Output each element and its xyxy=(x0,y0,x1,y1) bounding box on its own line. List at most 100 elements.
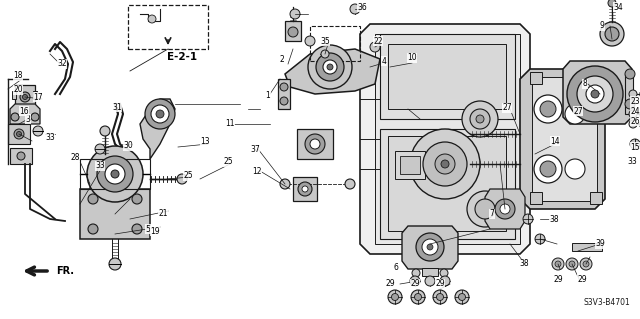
Text: 2: 2 xyxy=(280,55,284,63)
Text: 31: 31 xyxy=(112,102,122,112)
Text: 8: 8 xyxy=(582,79,588,88)
Circle shape xyxy=(577,76,613,112)
Text: FR.: FR. xyxy=(56,266,74,276)
FancyBboxPatch shape xyxy=(128,5,208,49)
Bar xyxy=(375,34,520,244)
Circle shape xyxy=(17,152,25,160)
Circle shape xyxy=(600,22,624,46)
Bar xyxy=(80,159,150,189)
Bar xyxy=(80,189,150,239)
Text: 12: 12 xyxy=(252,167,262,175)
Circle shape xyxy=(100,126,110,136)
Circle shape xyxy=(323,60,337,74)
Circle shape xyxy=(388,290,402,304)
Circle shape xyxy=(436,293,444,300)
Text: 1: 1 xyxy=(266,92,270,100)
Circle shape xyxy=(534,155,562,183)
Circle shape xyxy=(423,142,467,186)
Circle shape xyxy=(97,156,133,192)
Circle shape xyxy=(132,194,142,204)
Text: 27: 27 xyxy=(573,107,583,115)
Circle shape xyxy=(470,109,490,129)
Polygon shape xyxy=(8,124,30,144)
Text: 7: 7 xyxy=(490,210,495,219)
Circle shape xyxy=(31,113,39,121)
Circle shape xyxy=(392,293,399,300)
Circle shape xyxy=(416,233,444,261)
Text: 10: 10 xyxy=(407,54,417,63)
Circle shape xyxy=(88,224,98,234)
Text: 35: 35 xyxy=(320,36,330,46)
Circle shape xyxy=(422,239,438,255)
Circle shape xyxy=(580,258,592,270)
Circle shape xyxy=(467,191,503,227)
Bar xyxy=(380,34,515,119)
Circle shape xyxy=(566,258,578,270)
Circle shape xyxy=(308,45,352,89)
Bar xyxy=(532,77,597,201)
Bar xyxy=(380,129,515,239)
Text: 9: 9 xyxy=(600,21,604,31)
Circle shape xyxy=(109,258,121,270)
Text: 27: 27 xyxy=(502,103,512,113)
Circle shape xyxy=(425,276,435,286)
Bar xyxy=(530,72,542,84)
Polygon shape xyxy=(563,61,632,124)
Circle shape xyxy=(345,179,355,189)
Text: 29: 29 xyxy=(553,275,563,284)
Circle shape xyxy=(455,290,469,304)
Circle shape xyxy=(586,85,604,103)
Bar xyxy=(572,243,602,251)
Circle shape xyxy=(305,134,325,154)
Text: 5: 5 xyxy=(145,225,150,234)
Bar xyxy=(310,26,360,61)
Circle shape xyxy=(410,129,480,199)
Circle shape xyxy=(280,179,290,189)
Circle shape xyxy=(427,244,433,250)
Circle shape xyxy=(290,9,300,19)
Text: 37: 37 xyxy=(250,145,260,153)
Text: 26: 26 xyxy=(630,116,640,125)
Circle shape xyxy=(17,131,22,137)
Text: 28: 28 xyxy=(70,152,80,161)
Circle shape xyxy=(87,146,143,202)
Bar xyxy=(625,74,633,114)
Circle shape xyxy=(410,276,420,286)
Text: 11: 11 xyxy=(225,118,235,128)
Circle shape xyxy=(148,15,156,23)
Circle shape xyxy=(20,92,30,102)
Circle shape xyxy=(111,170,119,178)
Bar xyxy=(388,44,506,109)
Bar xyxy=(400,156,420,174)
Circle shape xyxy=(412,269,420,277)
Circle shape xyxy=(280,97,288,105)
Circle shape xyxy=(441,160,449,168)
Circle shape xyxy=(95,144,105,154)
Circle shape xyxy=(14,129,24,139)
Circle shape xyxy=(433,290,447,304)
Circle shape xyxy=(495,199,515,219)
Circle shape xyxy=(302,186,308,192)
Circle shape xyxy=(440,269,448,277)
Text: 21: 21 xyxy=(158,210,168,219)
Text: 38: 38 xyxy=(519,259,529,269)
Circle shape xyxy=(22,94,28,100)
Circle shape xyxy=(177,174,187,184)
Circle shape xyxy=(88,194,98,204)
Text: S3V3-B4701: S3V3-B4701 xyxy=(583,298,630,307)
Bar xyxy=(278,79,290,109)
Polygon shape xyxy=(402,226,458,269)
Circle shape xyxy=(475,199,495,219)
Circle shape xyxy=(555,261,561,267)
Circle shape xyxy=(629,90,637,98)
Text: 16: 16 xyxy=(19,107,29,115)
Circle shape xyxy=(534,95,562,123)
Bar xyxy=(422,268,438,276)
Text: 19: 19 xyxy=(150,226,160,235)
Text: 20: 20 xyxy=(13,85,23,94)
Circle shape xyxy=(540,101,556,117)
Circle shape xyxy=(629,110,637,118)
Circle shape xyxy=(310,139,320,149)
Text: 36: 36 xyxy=(357,3,367,11)
Text: 29: 29 xyxy=(410,279,420,288)
